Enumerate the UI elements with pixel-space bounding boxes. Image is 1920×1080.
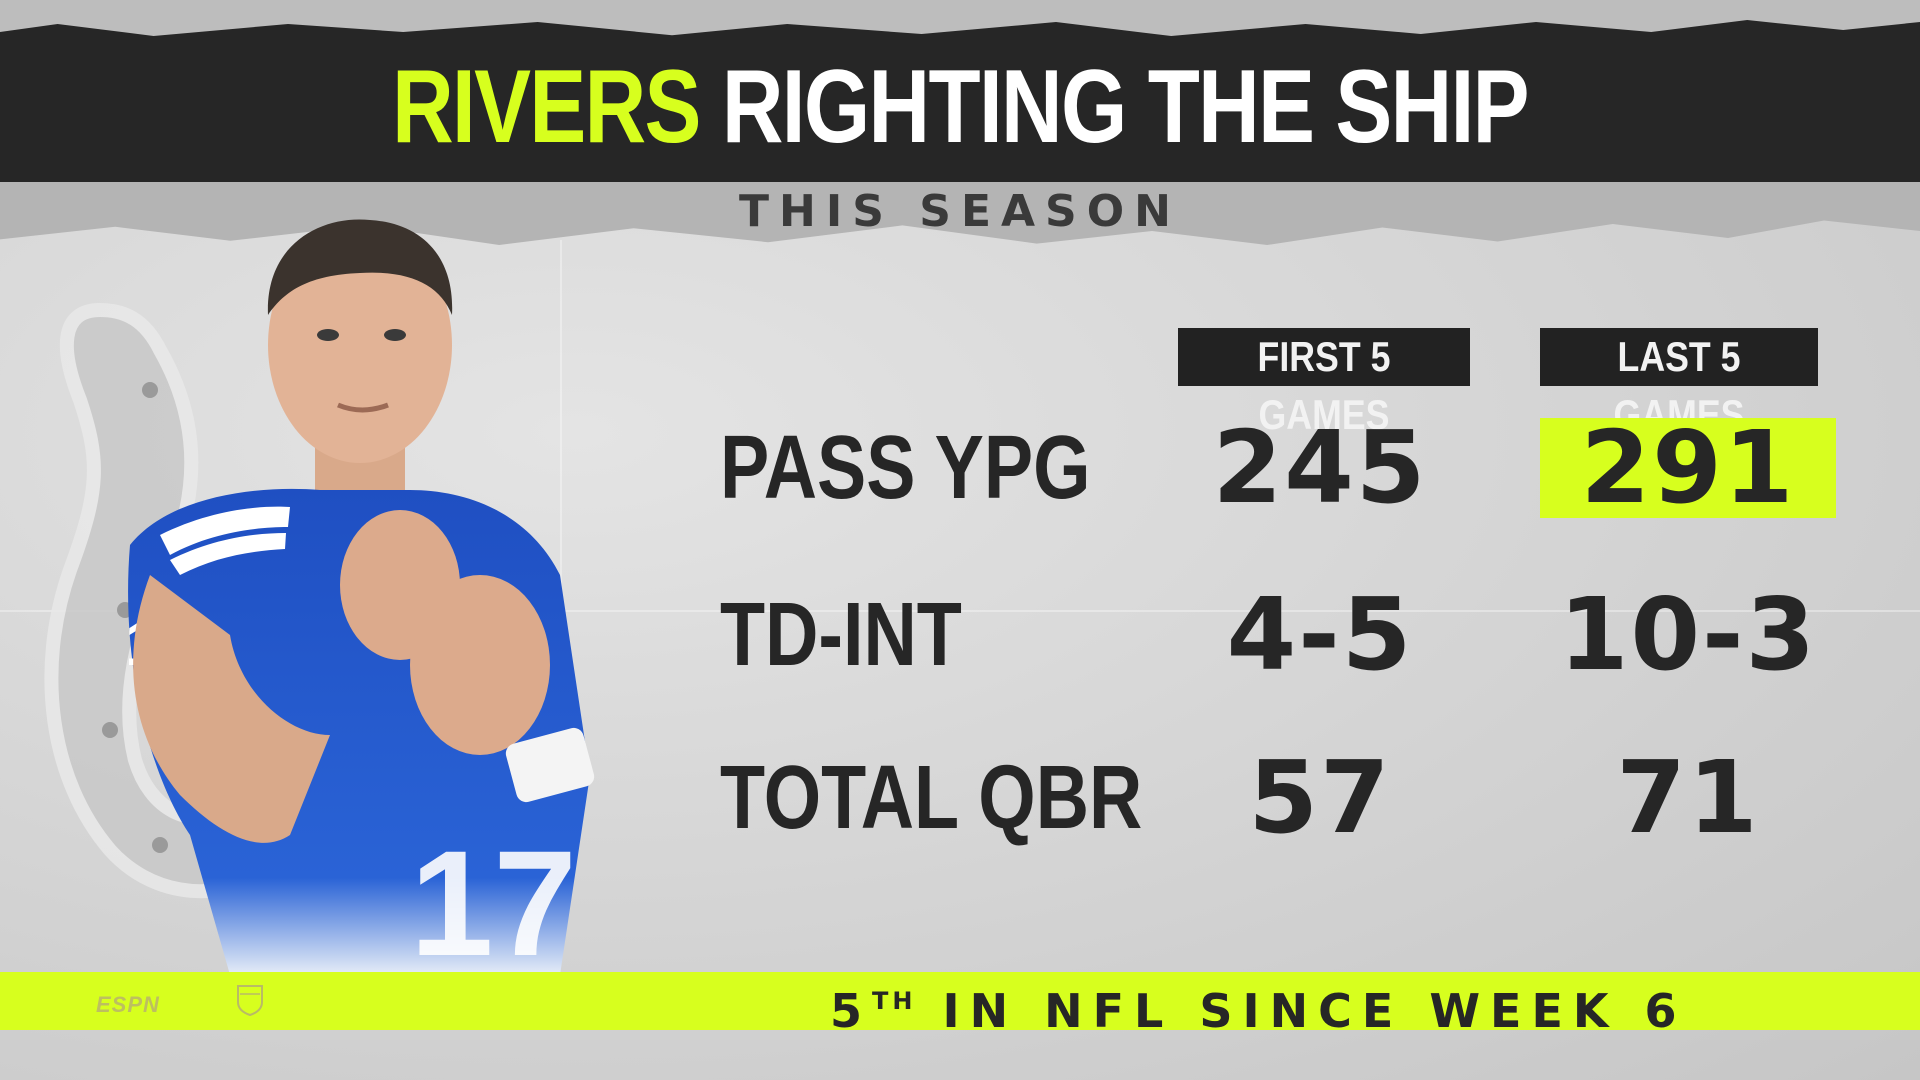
svg-text:17: 17 bbox=[410, 819, 577, 975]
paper-crease bbox=[0, 610, 1920, 612]
highlight-box bbox=[1540, 418, 1836, 518]
nfl-shield-icon bbox=[237, 985, 263, 1016]
title-rest: RIGHTING THE SHIP bbox=[721, 49, 1530, 165]
footer-text: 5TH IN NFL SINCE WEEK 6 bbox=[830, 984, 1687, 1038]
value-td-int-last: 10-3 bbox=[1558, 576, 1818, 693]
player-photo: 17 17 bbox=[125, 219, 595, 975]
page-title: RIVERS RIGHTING THE SHIP bbox=[173, 52, 1747, 162]
header-band bbox=[0, 0, 1920, 190]
row-label-total-qbr: TOTAL QBR bbox=[720, 748, 1143, 848]
row-label-pass-ypg: PASS YPG bbox=[720, 418, 1091, 518]
espn-logo: ESPN bbox=[96, 992, 160, 1017]
column-header-last: LAST 5 GAMES bbox=[1540, 328, 1818, 438]
value-total-qbr-last: 71 bbox=[1616, 739, 1760, 856]
value-total-qbr-first: 57 bbox=[1248, 739, 1392, 856]
footer-band bbox=[0, 972, 1920, 1030]
row-label-td-int: TD-INT bbox=[720, 585, 962, 685]
column-header-first: FIRST 5 GAMES bbox=[1178, 328, 1470, 438]
title-accent: RIVERS bbox=[392, 49, 701, 165]
subtitle: THIS SEASON bbox=[739, 186, 1181, 237]
value-pass-ypg-last: 291 bbox=[1580, 409, 1796, 526]
value-pass-ypg-first: 245 bbox=[1212, 409, 1428, 526]
value-td-int-first: 4-5 bbox=[1226, 576, 1414, 693]
